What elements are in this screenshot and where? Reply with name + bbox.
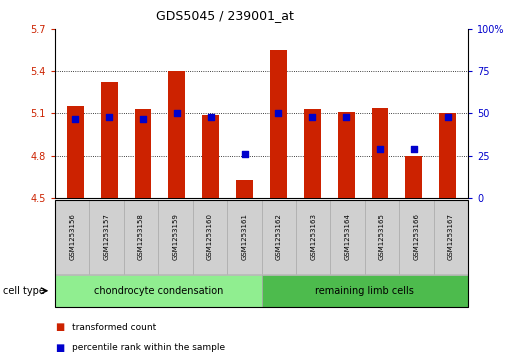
Text: GSM1253157: GSM1253157	[104, 213, 109, 260]
Point	[71, 115, 79, 121]
Text: GSM1253156: GSM1253156	[69, 213, 75, 260]
Text: GSM1253163: GSM1253163	[310, 213, 316, 260]
Bar	[304, 109, 321, 198]
Point	[410, 146, 418, 152]
Point	[105, 114, 113, 120]
Text: GSM1253162: GSM1253162	[276, 213, 282, 260]
Text: GSM1253164: GSM1253164	[345, 213, 350, 260]
Text: chondrocyte condensation: chondrocyte condensation	[94, 286, 223, 296]
Bar	[67, 106, 84, 198]
Text: GSM1253159: GSM1253159	[173, 213, 178, 260]
Text: GSM1253166: GSM1253166	[414, 213, 419, 260]
Text: ■: ■	[55, 322, 64, 333]
Text: ■: ■	[55, 343, 64, 353]
Bar	[371, 108, 389, 198]
Point	[139, 115, 147, 121]
Bar	[439, 114, 456, 198]
Point	[342, 114, 350, 120]
Point	[308, 114, 316, 120]
Text: GSM1253160: GSM1253160	[207, 213, 213, 260]
Text: remaining limb cells: remaining limb cells	[315, 286, 414, 296]
Bar	[202, 115, 219, 198]
Bar	[100, 82, 118, 198]
Bar	[168, 71, 185, 198]
Point	[207, 114, 215, 120]
Text: GSM1253167: GSM1253167	[448, 213, 454, 260]
Text: GDS5045 / 239001_at: GDS5045 / 239001_at	[156, 9, 294, 22]
Bar	[236, 180, 253, 198]
Point	[173, 110, 181, 116]
Point	[274, 110, 282, 116]
Bar	[405, 156, 423, 198]
Point	[376, 146, 384, 152]
Text: GSM1253165: GSM1253165	[379, 213, 385, 260]
Bar	[270, 50, 287, 198]
Text: cell type: cell type	[3, 286, 44, 296]
Text: percentile rank within the sample: percentile rank within the sample	[72, 343, 225, 352]
Text: GSM1253161: GSM1253161	[241, 213, 247, 260]
Point	[444, 114, 452, 120]
Bar	[338, 112, 355, 198]
Text: transformed count: transformed count	[72, 323, 156, 332]
Text: GSM1253158: GSM1253158	[138, 213, 144, 260]
Bar	[134, 109, 152, 198]
Point	[241, 151, 249, 157]
